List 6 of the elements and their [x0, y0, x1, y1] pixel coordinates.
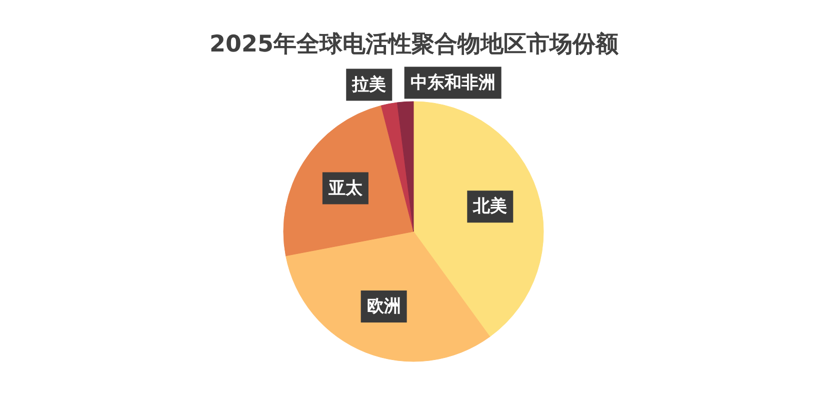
slice-label: 中东和非洲: [410, 72, 496, 93]
chart-title: 2025年全球电活性聚合物地区市场份额: [209, 30, 620, 58]
slice-label: 欧洲: [366, 296, 401, 316]
slice-label: 北美: [472, 196, 508, 217]
slice-label: 亚太: [327, 178, 364, 198]
slice-label: 拉美: [351, 74, 386, 95]
